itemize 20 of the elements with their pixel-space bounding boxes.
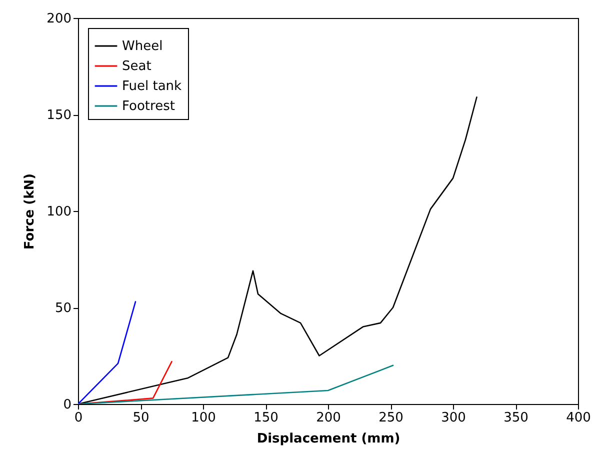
x-axis-title: Displacement (mm) [256,432,400,446]
x-tick-label: 400 [566,410,591,426]
y-tick-label: 150 [46,108,72,123]
y-tick-label: 0 [63,398,72,412]
x-tick-label: 300 [441,410,466,426]
y-tick-label: 100 [46,204,72,220]
x-tick-label: 50 [132,410,150,426]
y-tick-label: 200 [46,12,72,26]
y-axis-title: Force (kN) [22,173,38,250]
x-tick-label: 200 [316,410,341,426]
x-tick-label: 100 [191,410,216,426]
legend-label: Wheel [122,39,163,54]
x-tick-label: 0 [74,410,83,426]
x-tick-label: 250 [378,410,404,426]
legend-label: Seat [122,59,152,74]
x-tick-label: 150 [254,410,278,426]
x-tick-label: 350 [504,410,528,426]
legend-label: Fuel tank [122,79,182,94]
legend-label: Footrest [122,99,175,114]
y-tick-label: 50 [54,301,72,316]
